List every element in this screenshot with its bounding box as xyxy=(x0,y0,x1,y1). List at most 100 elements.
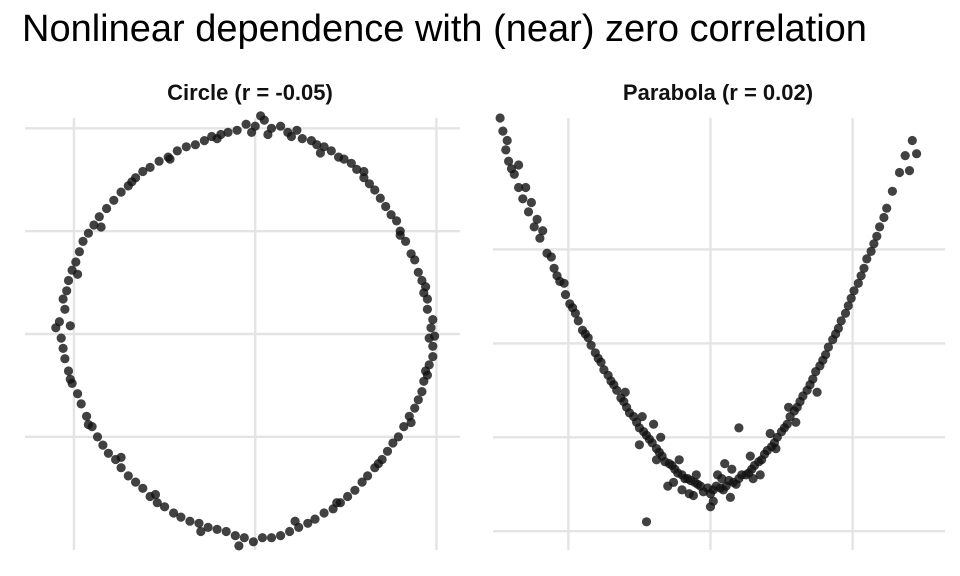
parabola-data-point xyxy=(718,485,728,495)
parabola-data-point xyxy=(649,419,659,429)
parabola-data-point xyxy=(711,481,721,491)
circle-data-point xyxy=(60,354,70,364)
parabola-data-point xyxy=(815,361,825,371)
parabola-data-point xyxy=(586,340,596,350)
circle-data-point xyxy=(116,187,126,197)
circle-data-point xyxy=(138,483,148,493)
parabola-data-point xyxy=(717,474,727,484)
parabola-data-point xyxy=(673,468,683,478)
parabola-data-point xyxy=(693,479,703,489)
parabola-data-point xyxy=(577,325,588,335)
parabola-data-point xyxy=(846,293,856,303)
circle-data-point xyxy=(62,286,72,296)
parabola-data-point xyxy=(634,423,645,433)
circle-data-point xyxy=(257,533,267,543)
parabola-data-point xyxy=(622,402,632,412)
circle-data-point xyxy=(212,524,222,535)
circle-data-point xyxy=(96,222,106,232)
parabola-data-point xyxy=(590,348,600,358)
parabola-data-point xyxy=(495,113,505,123)
parabola-data-point xyxy=(727,464,737,474)
parabola-data-point xyxy=(720,459,730,469)
circle-data-point xyxy=(286,131,296,142)
parabola-data-point xyxy=(532,214,542,224)
circle-data-point xyxy=(194,518,204,528)
circle-data-point xyxy=(292,125,302,135)
parabola-data-point xyxy=(603,370,613,380)
circle-data-point xyxy=(56,333,66,343)
circle-data-point xyxy=(334,152,344,162)
circle-data-point xyxy=(232,125,242,135)
parabola-data-point xyxy=(549,263,559,273)
circle-data-point xyxy=(203,522,213,533)
parabola-data-point xyxy=(501,145,511,155)
parabola-data-point xyxy=(907,135,917,146)
parabola-data-point xyxy=(833,323,844,333)
parabola-data-point xyxy=(843,301,853,311)
circle-data-point xyxy=(131,477,141,487)
parabola-data-point xyxy=(514,160,524,170)
circle-data-point xyxy=(319,508,329,518)
circle-data-point xyxy=(406,417,416,428)
parabola-data-point xyxy=(529,222,539,232)
parabola-data-point xyxy=(748,474,758,484)
circle-data-point xyxy=(199,136,209,146)
circle-data-point xyxy=(426,323,436,333)
circle-data-point xyxy=(92,432,103,442)
parabola-data-point xyxy=(573,316,583,326)
circle-data-point xyxy=(413,267,423,277)
parabola-data-point xyxy=(725,492,736,502)
circle-data-point xyxy=(276,531,286,541)
parabola-data-point xyxy=(535,233,545,243)
circle-data-point xyxy=(428,352,438,362)
circle-data-point xyxy=(145,162,155,172)
circle-data-point xyxy=(150,489,161,500)
circle-data-point xyxy=(212,134,222,144)
chart-title: Nonlinear dependence with (near) zero co… xyxy=(22,8,867,50)
circle-data-point xyxy=(73,269,83,279)
parabola-data-point xyxy=(745,451,755,461)
parabola-data-point xyxy=(523,207,534,217)
parabola-data-point xyxy=(755,470,765,480)
circle-data-point xyxy=(172,146,182,156)
circle-data-point xyxy=(332,498,342,508)
circle-data-point xyxy=(185,516,195,526)
circle-data-point xyxy=(352,164,362,174)
parabola-data-point xyxy=(791,417,801,427)
parabola-data-point xyxy=(502,135,512,146)
circle-data-point xyxy=(82,411,92,421)
circle-data-point xyxy=(160,502,170,512)
parabola-data-point xyxy=(686,475,696,486)
parabola-data-point xyxy=(504,156,514,166)
circle-data-point xyxy=(60,304,70,314)
parabola-data-point xyxy=(521,182,531,193)
circle-data-point xyxy=(392,216,402,226)
circle-data-point xyxy=(221,526,231,537)
circle-data-point xyxy=(297,134,307,144)
circle-data-point xyxy=(413,395,423,405)
circle-data-point xyxy=(357,477,367,487)
circle-data-point xyxy=(239,533,249,543)
circle-data-point xyxy=(417,387,427,397)
circle-data-point xyxy=(310,514,320,524)
circle-data-point xyxy=(102,203,112,214)
parabola-data-point xyxy=(737,470,747,480)
circle-data-point xyxy=(424,333,434,343)
parabola-data-point xyxy=(875,222,885,232)
parabola-data-point xyxy=(651,455,662,465)
circle-data-point xyxy=(127,177,137,187)
circle-data-point xyxy=(51,323,61,333)
circle-data-point xyxy=(116,463,126,473)
circle-data-point xyxy=(382,446,393,456)
circle-data-point xyxy=(410,255,420,265)
parabola-data-point xyxy=(609,380,619,390)
parabola-data-point xyxy=(912,149,922,159)
parabola-data-point xyxy=(823,342,834,352)
parabola-data-point xyxy=(514,182,524,193)
parabola-data-point xyxy=(667,460,677,471)
circle-data-point xyxy=(375,193,385,203)
circle-data-point xyxy=(181,142,191,152)
parabola-data-point xyxy=(518,194,528,204)
circle-data-point xyxy=(241,119,251,129)
parabola-data-point xyxy=(724,475,734,486)
